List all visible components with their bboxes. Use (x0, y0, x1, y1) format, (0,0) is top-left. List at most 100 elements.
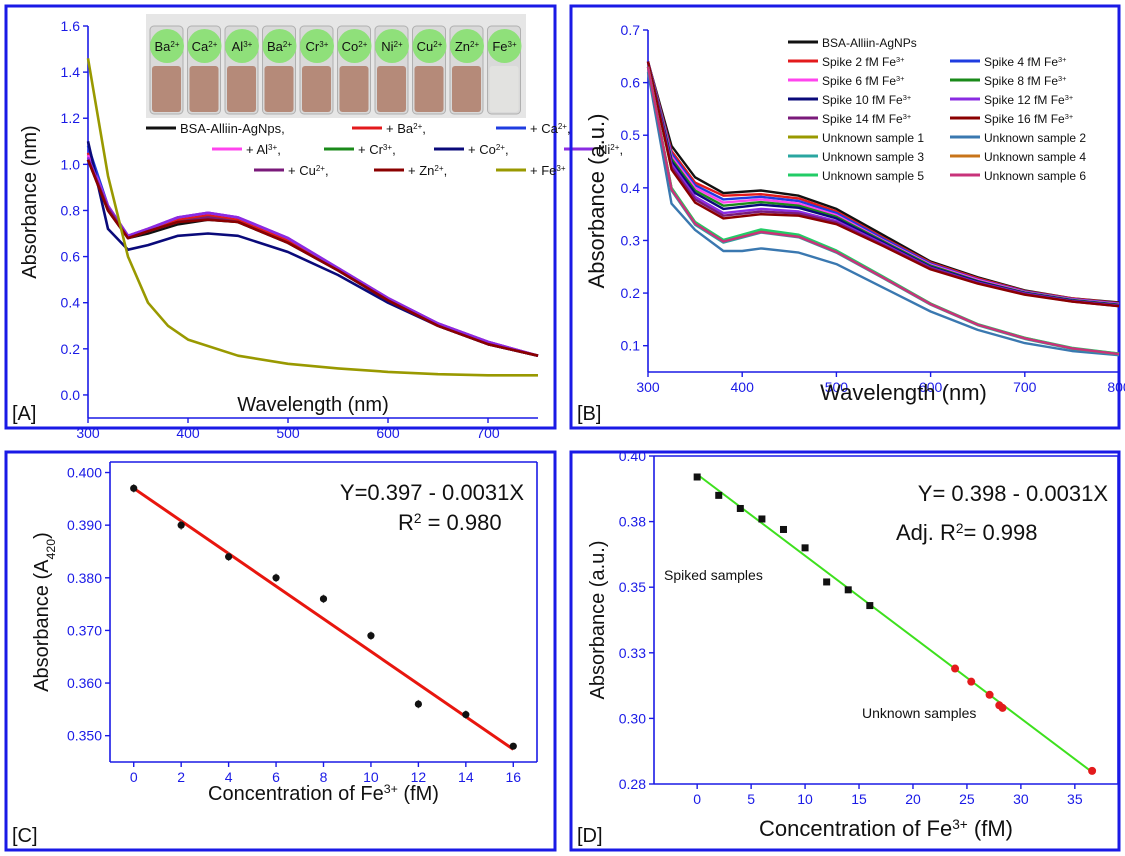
x-tick-label: 4 (225, 769, 233, 785)
panel-tag: [B] (577, 403, 601, 425)
y-axis-title: Absorbance (a.u.) (584, 114, 609, 289)
x-tick-label: 300 (76, 425, 100, 441)
data-point (779, 525, 787, 533)
x-tick-label: 35 (1067, 791, 1083, 807)
vial-photo-inset: Ba2+ Ca2+ Al3+ Ba2+ Cr3+ Co2+ Ni2+ Cu2+ Zn2+ Fe3+ (146, 14, 526, 118)
data-point (998, 703, 1007, 712)
spectrum-line (646, 71, 1120, 357)
panel-c: [C] 0 2 4 6 8 10 12 14 16 0.350 0.360 0.370 0.380 0.39… (4, 450, 557, 852)
legend-label: Ni2+, (598, 142, 623, 157)
x-tick-label: 25 (959, 791, 975, 807)
x-tick-label: 6 (272, 769, 280, 785)
panel-tag: [A] (12, 403, 36, 425)
ion-badge (450, 29, 484, 63)
panel-tag: [D] (577, 825, 603, 847)
y-tick-label: 0.2 (61, 341, 81, 357)
legend-label: + Ba2+, (386, 121, 426, 136)
y-tick-label: 0.390 (67, 517, 102, 533)
y-tick-label: 0.6 (621, 75, 641, 91)
y-tick-label: 0.33 (619, 645, 646, 661)
y-tick-label: 1.6 (61, 18, 81, 34)
legend-label: Spike 10 fM Fe3+ (822, 93, 911, 108)
spiked-samples-annotation: Spiked samples (664, 567, 763, 583)
y-axis-title: Absorbance (nm) (19, 125, 41, 278)
panel-frame (569, 450, 1121, 852)
y-axis-title: Absorbance (A420) (31, 532, 58, 692)
ion-badge-label: Cr3+ (306, 39, 329, 54)
y-tick-label: 0.380 (67, 570, 102, 586)
x-tick-label: 0 (693, 791, 701, 807)
vial-liquid (227, 66, 256, 112)
panel-b: [B] 300 400 500 600 700 800 0.1 0.2 0.3 0.4 0.5 0.6 0… (569, 4, 1125, 430)
x-tick-label: 14 (458, 769, 474, 785)
y-tick-label: 0.38 (619, 514, 646, 530)
spectrum-line (646, 66, 1120, 356)
legend-label: Spike 14 fM Fe3+ (822, 112, 911, 127)
fit-equation: Y= 0.398 - 0.0031X (918, 481, 1109, 506)
legend-label: Unknown sample 2 (984, 131, 1086, 145)
ion-badge (375, 29, 409, 63)
ion-badge (262, 29, 297, 63)
y-tick-label: 0.5 (621, 127, 641, 143)
x-tick-label: 400 (176, 425, 200, 441)
vial-liquid (339, 66, 369, 112)
legend-label: Spike 12 fM Fe3+ (984, 93, 1073, 108)
legend-label: + Co2+, (468, 142, 509, 157)
data-point (866, 602, 874, 610)
data-point (823, 578, 831, 586)
ion-badge (487, 29, 522, 63)
data-point (693, 473, 701, 481)
y-tick-label: 1.0 (61, 156, 81, 172)
x-tick-label: 500 (276, 425, 300, 441)
ion-badge (187, 29, 222, 63)
r-squared-label: R2 = 0.980 (398, 510, 502, 535)
vial-liquid (264, 66, 294, 112)
y-tick-label: 1.4 (61, 64, 81, 80)
y-tick-label: 0.350 (67, 728, 102, 744)
ion-badge (337, 29, 372, 63)
panel-frame (4, 4, 557, 430)
x-tick-label: 700 (476, 425, 500, 441)
r-squared-label: Adj. R2= 0.998 (896, 520, 1038, 545)
vial-liquid (302, 66, 331, 112)
x-tick-label: 600 (376, 425, 400, 441)
x-tick-label: 5 (747, 791, 755, 807)
legend-label: + Ca2+, (530, 121, 571, 136)
panel-a: [A] 300 400 500 600 700 0.0 0.2 0.4 0.6 0.8 1.0 1.2 1… (4, 4, 623, 441)
legend-label: + Cr3+, (358, 142, 396, 157)
y-tick-label: 0.360 (67, 675, 102, 691)
ion-badge (150, 29, 184, 63)
vial-liquid (377, 66, 406, 112)
x-tick-label: 500 (825, 379, 849, 395)
vial-liquid (152, 66, 181, 112)
x-tick-label: 12 (411, 769, 427, 785)
y-axis-title: Absorbance (a.u.) (587, 541, 609, 700)
spectrum-line (86, 58, 538, 377)
data-point (509, 742, 517, 750)
fit-line (132, 487, 515, 751)
x-tick-label: 15 (851, 791, 867, 807)
legend-label: Spike 2 fM Fe3+ (822, 55, 905, 70)
y-tick-label: 0.7 (621, 22, 641, 38)
unknown-samples-annotation: Unknown samples (862, 705, 976, 721)
legend-label: + Zn2+, (408, 163, 447, 178)
ion-badge-label: Ba2+ (154, 39, 179, 54)
legend-label: Spike 16 fM Fe3+ (984, 112, 1073, 127)
legend-label: + Cu2+, (288, 163, 329, 178)
legend-label: Unknown sample 6 (984, 169, 1086, 183)
y-tick-label: 0.6 (61, 249, 81, 265)
vial-liquid (452, 66, 481, 112)
vial-liquid (189, 66, 219, 112)
x-tick-label: 400 (731, 379, 755, 395)
panel-tag: [C] (12, 825, 38, 847)
y-tick-label: 0.8 (61, 202, 81, 218)
x-tick-label: 20 (905, 791, 921, 807)
legend-label: BSA-Alliin-AgNps, (180, 121, 285, 136)
x-tick-label: 800 (1107, 379, 1125, 395)
panel-frame (4, 450, 557, 852)
panel-frame (569, 4, 1121, 430)
legend-label: Unknown sample 3 (822, 150, 924, 164)
x-tick-label: 10 (797, 791, 813, 807)
fit-equation: Y=0.397 - 0.0031X (340, 480, 524, 505)
